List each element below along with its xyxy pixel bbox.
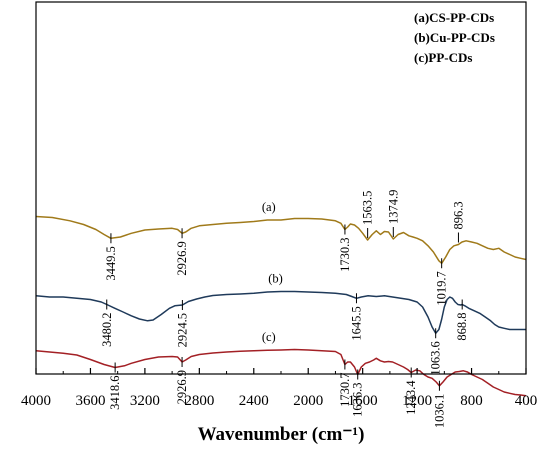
peak-label-14: 1730.7 — [338, 373, 352, 407]
legend-entry-1: (b)Cu-PP-CDs — [414, 30, 495, 45]
peak-label-12: 3418.6 — [108, 376, 122, 410]
curve-label-2: (c) — [262, 330, 276, 344]
peak-label-13: 2926.9 — [175, 370, 189, 404]
x-tick-label-0: 4000 — [21, 393, 51, 409]
x-tick-label-7: 1200 — [402, 393, 432, 409]
x-tick-label-5: 2000 — [293, 393, 323, 409]
peak-label-11: 868.8 — [455, 313, 469, 341]
peak-label-5: 1019.7 — [435, 271, 449, 305]
peak-label-17: 1036.1 — [432, 394, 446, 428]
peak-label-9: 1645.5 — [349, 306, 363, 340]
series-line-2 — [35, 348, 527, 397]
peak-label-10: 1063.6 — [429, 341, 443, 375]
peak-label-3: 1563.5 — [361, 191, 375, 225]
series-line-1 — [35, 290, 526, 335]
legend: (a)CS-PP-CDs (b)Cu-PP-CDs (c)PP-CDs — [414, 10, 495, 65]
x-tick-label-6: 1600 — [348, 393, 378, 409]
series-line-0 — [35, 215, 527, 265]
peak-label-1: 2926.9 — [175, 241, 189, 275]
x-tick-label-8: 800 — [460, 393, 483, 409]
peak-label-16: 1243.4 — [404, 380, 418, 415]
peak-label-0: 3449.5 — [104, 246, 118, 280]
spectrum-curves — [35, 215, 527, 397]
x-tick-label-9: 400 — [515, 393, 538, 409]
legend-entry-0: (a)CS-PP-CDs — [414, 10, 494, 25]
peak-annotations: 3449.5 2926.9 1730.3 1563.5 1374.9 1019.7 896.… — [100, 190, 469, 429]
curve-labels: (a) (b) (c) — [262, 200, 283, 344]
x-tick-label-3: 2800 — [184, 393, 214, 409]
peak-label-4: 1374.9 — [386, 190, 400, 224]
peak-label-15: 1636.3 — [351, 383, 365, 417]
peak-label-8: 2924.5 — [175, 313, 189, 347]
x-axis-ticks: 4000 3600 3200 2800 2400 2000 1600 1200 800 400 — [21, 368, 537, 409]
legend-entry-2: (c)PP-CDs — [414, 50, 472, 65]
peak-label-7: 3480.2 — [100, 313, 114, 347]
peak-label-2: 1730.3 — [338, 238, 352, 272]
x-tick-label-2: 3200 — [130, 393, 160, 409]
curve-label-0: (a) — [262, 200, 276, 214]
curve-label-1: (b) — [268, 272, 283, 286]
x-axis-title: Wavenumber (cm⁻¹) — [198, 424, 365, 445]
x-tick-label-4: 2400 — [239, 393, 269, 409]
x-tick-label-1: 3600 — [75, 393, 105, 409]
peak-label-6: 896.3 — [451, 201, 465, 229]
